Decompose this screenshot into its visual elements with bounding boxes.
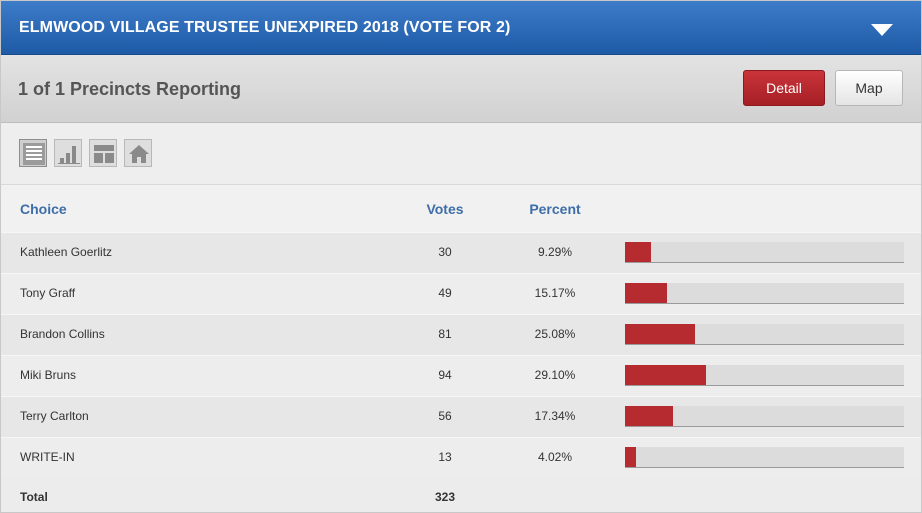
- vote-percent: 25.08%: [534, 327, 576, 341]
- vote-count: 56: [438, 409, 452, 423]
- vote-percent: 29.10%: [534, 368, 576, 382]
- choice-column-header: Choice: [20, 201, 67, 217]
- votes-column-header: Votes: [426, 201, 464, 217]
- bar-chart-view-icon[interactable]: [54, 139, 82, 167]
- vote-count: 13: [438, 450, 452, 464]
- table-view-icon[interactable]: [19, 139, 47, 167]
- percent-bar-track: [625, 406, 904, 427]
- percent-bar: [625, 365, 707, 385]
- choice-name: Tony Graff: [20, 286, 76, 300]
- vote-percent: 17.34%: [534, 409, 576, 423]
- choice-name: Terry Carlton: [20, 409, 89, 423]
- choice-name: WRITE-IN: [20, 450, 75, 464]
- vote-percent: 15.17%: [534, 286, 576, 300]
- table-row: Kathleen Goerlitz 30 9.29%: [1, 232, 921, 273]
- contest-header[interactable]: ELMWOOD VILLAGE TRUSTEE UNEXPIRED 2018 (…: [1, 1, 921, 55]
- view-toolbar: [1, 123, 921, 185]
- table-row: Miki Bruns 94 29.10%: [1, 355, 921, 396]
- precincts-reporting: 1 of 1 Precincts Reporting: [18, 79, 242, 99]
- table-row: Terry Carlton 56 17.34%: [1, 396, 921, 437]
- map-button[interactable]: Map: [835, 70, 903, 106]
- table-row: Brandon Collins 81 25.08%: [1, 314, 921, 355]
- vote-count: 94: [438, 368, 452, 382]
- vote-count: 49: [438, 286, 452, 300]
- choice-name: Brandon Collins: [20, 327, 105, 341]
- reporting-bar: 1 of 1 Precincts Reporting Detail Map: [1, 55, 921, 123]
- percent-bar: [625, 242, 651, 262]
- contest-title: ELMWOOD VILLAGE TRUSTEE UNEXPIRED 2018 (…: [19, 19, 511, 36]
- table-row: Tony Graff 49 15.17%: [1, 273, 921, 314]
- choice-name: Miki Bruns: [20, 368, 77, 382]
- vote-percent: 4.02%: [537, 450, 573, 464]
- detail-button[interactable]: Detail: [743, 70, 825, 106]
- total-label: Total: [20, 490, 48, 504]
- percent-bar-track: [625, 283, 904, 304]
- vote-count: 81: [438, 327, 452, 341]
- vote-count: 30: [438, 245, 452, 259]
- percent-bar-track: [625, 365, 904, 386]
- percent-column-header: Percent: [529, 201, 581, 217]
- home-view-icon[interactable]: [124, 139, 152, 167]
- percent-bar: [625, 447, 637, 467]
- vote-percent: 9.29%: [537, 245, 573, 259]
- split-view-icon[interactable]: [89, 139, 117, 167]
- percent-bar: [625, 283, 668, 303]
- table-row: WRITE-IN 13 4.02%: [1, 437, 921, 478]
- percent-bar-track: [625, 324, 904, 345]
- table-header: Choice Votes Percent: [1, 185, 921, 232]
- collapse-caret-icon[interactable]: [871, 24, 893, 36]
- percent-bar: [625, 406, 674, 426]
- percent-bar-track: [625, 447, 904, 468]
- total-votes: 323: [434, 490, 456, 504]
- results-table: Choice Votes Percent Kathleen Goerlitz 3…: [1, 185, 921, 512]
- total-row: Total 323: [1, 478, 921, 512]
- percent-bar-track: [625, 242, 904, 263]
- percent-bar: [625, 324, 695, 344]
- choice-name: Kathleen Goerlitz: [20, 245, 113, 259]
